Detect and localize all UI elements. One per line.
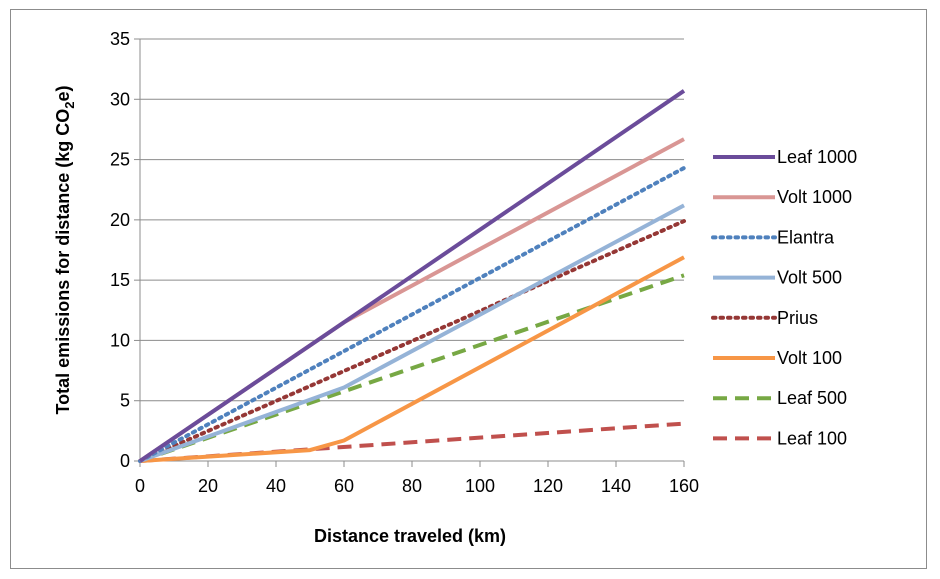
axes <box>134 38 685 467</box>
x-tick-label: 120 <box>533 476 563 496</box>
y-tick-label: 10 <box>110 330 130 350</box>
tick-labels: 0 5 10 15 20 25 30 35 0 20 40 60 80 100 120 140 160 <box>110 29 699 496</box>
gridlines <box>140 38 684 402</box>
y-tick-label: 15 <box>110 270 130 290</box>
y-axis-title-end: e) <box>53 86 73 102</box>
series-line-leaf-1000 <box>138 89 686 463</box>
x-axis-title: Distance traveled (km) <box>314 526 506 546</box>
y-tick-label: 0 <box>120 451 130 471</box>
legend-label: Leaf 100 <box>777 428 847 448</box>
chart-frame <box>10 9 927 569</box>
x-tick-label: 0 <box>135 476 145 496</box>
y-tick-label: 35 <box>110 29 130 49</box>
y-axis-title: Total emissions for distance (kg CO2e) <box>53 86 77 415</box>
x-tick-label: 160 <box>669 476 699 496</box>
y-tick-label: 20 <box>110 210 130 230</box>
x-tick-label: 20 <box>198 476 218 496</box>
legend-label: Prius <box>777 308 818 328</box>
y-tick-label: 30 <box>110 89 130 109</box>
x-tick-label: 140 <box>601 476 631 496</box>
y-tick-label: 25 <box>110 150 130 170</box>
x-tick-label: 40 <box>266 476 286 496</box>
series-lines <box>138 89 686 463</box>
y-axis-title-subscript: 2 <box>62 102 77 109</box>
legend-label: Elantra <box>777 227 835 247</box>
legend-label: Volt 100 <box>777 348 842 368</box>
y-axis-title-main: Total emissions for distance (kg CO <box>53 109 73 415</box>
legend: Leaf 1000 Volt 1000 Elantra Volt 500 Prius Vo… <box>711 147 857 448</box>
series-line-elantra <box>138 166 686 463</box>
x-tick-label: 80 <box>402 476 422 496</box>
legend-label: Leaf 500 <box>777 388 847 408</box>
legend-label: Leaf 1000 <box>777 147 857 167</box>
x-tick-label: 100 <box>465 476 495 496</box>
y-tick-label: 5 <box>120 391 130 411</box>
series-line-prius <box>138 219 686 463</box>
legend-label: Volt 500 <box>777 268 842 288</box>
series-line-volt-100 <box>139 255 685 463</box>
x-tick-label: 60 <box>334 476 354 496</box>
legend-label: Volt 1000 <box>777 187 852 207</box>
series-line-volt-500 <box>139 203 685 463</box>
